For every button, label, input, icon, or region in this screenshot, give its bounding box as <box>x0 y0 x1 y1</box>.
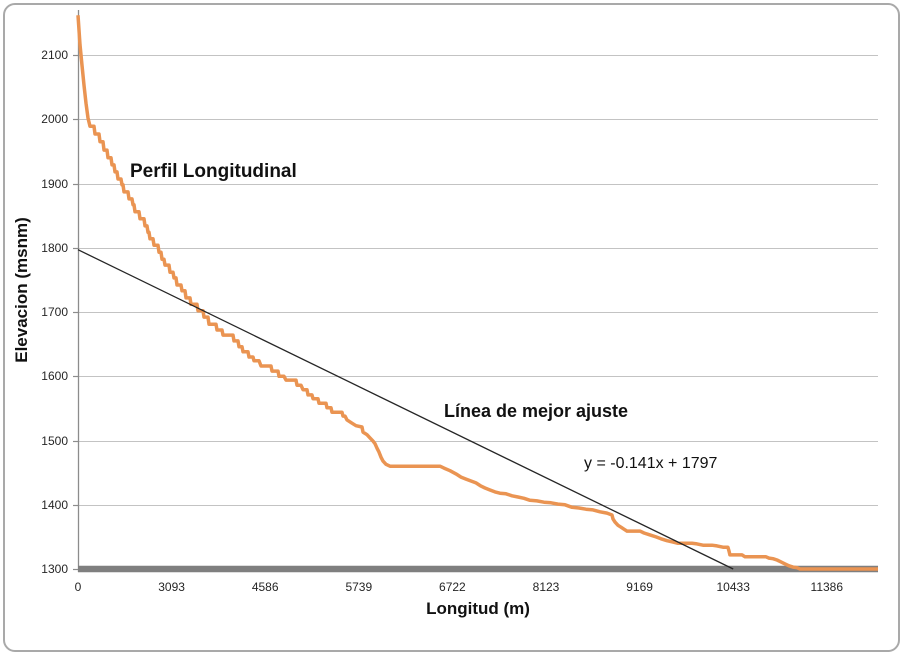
x-tick-label: 10433 <box>716 580 750 594</box>
y-tick-label: 1700 <box>41 305 68 319</box>
x-tick-label: 5739 <box>345 580 373 594</box>
y-tick-label: 1400 <box>41 497 68 512</box>
trendline-equation: y = -0.141x + 1797 <box>584 455 718 472</box>
y-tick-label: 1300 <box>41 562 68 576</box>
y-axis-title: Elevacion (msnm) <box>12 217 31 363</box>
y-tick-label: 2100 <box>41 48 68 62</box>
y-tick-label: 2000 <box>41 112 68 127</box>
x-tick-label: 11386 <box>810 580 844 594</box>
x-tick-label: 8123 <box>532 580 560 594</box>
y-tick-label: 1600 <box>41 369 68 384</box>
trendline-label: Línea de mejor ajuste <box>444 401 629 421</box>
profile-series-line <box>76 15 878 571</box>
x-axis-title: Longitud (m) <box>426 599 530 618</box>
x-tick-label: 9169 <box>626 580 653 594</box>
x-tick-label: 0 <box>74 580 82 594</box>
trendline <box>77 249 734 570</box>
y-tick-label: 1500 <box>41 433 68 448</box>
x-tick-label: 3093 <box>158 580 185 594</box>
y-tick-label: 1800 <box>41 240 68 255</box>
y-tick-label: 1900 <box>41 176 68 191</box>
x-tick-label: 4586 <box>251 580 279 594</box>
x-tick-label: 6722 <box>439 580 466 594</box>
profile-series-label: Perfil Longitudinal <box>130 161 297 182</box>
